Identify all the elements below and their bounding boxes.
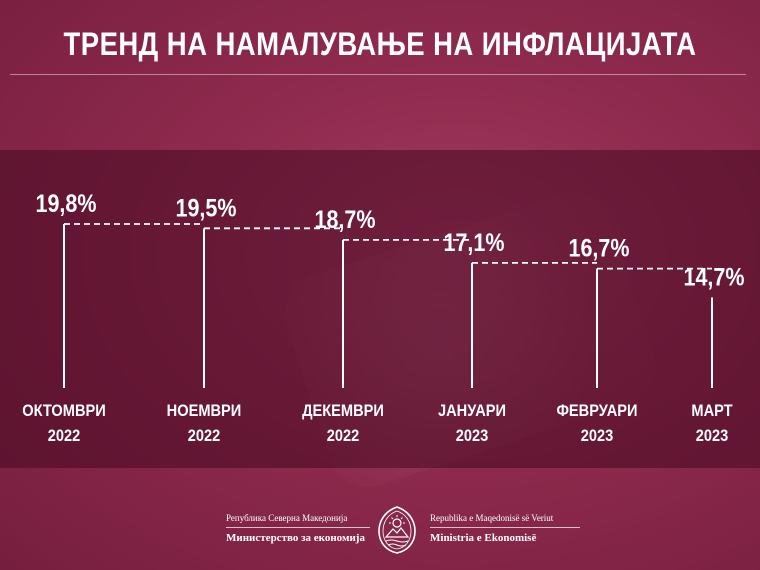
title-divider xyxy=(10,74,746,75)
chart-band xyxy=(0,150,760,468)
category-month-label: НОЕМВРИ xyxy=(167,402,242,420)
category-month-label: ОКТОМВРИ xyxy=(22,402,106,420)
value-label: 14,7% xyxy=(684,263,745,291)
category-year-label: 2022 xyxy=(327,427,360,445)
category-year-label: 2023 xyxy=(696,427,729,445)
category-month-label: ЈАНУАРИ xyxy=(438,402,506,420)
category-month-label: МАРТ xyxy=(691,402,732,420)
category-year-label: 2022 xyxy=(188,427,221,445)
value-label: 16,7% xyxy=(569,234,630,262)
footer-country-mk: Република Северна Македонија xyxy=(226,513,348,523)
value-label: 19,5% xyxy=(176,194,237,222)
value-label: 18,7% xyxy=(315,205,376,233)
footer-left-divider xyxy=(226,527,370,528)
footer-left-block: Република Северна Македонија Министерств… xyxy=(226,512,370,545)
footer-ministry-al: Ministria e Ekonomisë xyxy=(430,532,537,544)
category-year-label: 2023 xyxy=(581,427,614,445)
category-year-label: 2023 xyxy=(456,427,489,445)
category-month-label: ДЕКЕМВРИ xyxy=(302,402,384,420)
value-label: 17,1% xyxy=(444,228,505,256)
footer-right-divider xyxy=(430,527,580,528)
value-label: 19,8% xyxy=(36,189,97,217)
footer-country-al: Republika e Maqedonisë së Veriut xyxy=(430,513,554,523)
category-year-label: 2022 xyxy=(48,427,81,445)
page-title: ТРЕНД НА НАМАЛУВАЊЕ НА ИНФЛАЦИЈАТА xyxy=(63,26,697,62)
ministry-footer: Република Северна Македонија Министерств… xyxy=(0,500,760,560)
category-month-label: ФЕВРУАРИ xyxy=(556,402,637,420)
coat-of-arms-icon xyxy=(378,506,416,554)
footer-ministry-mk: Министерство за економија xyxy=(226,532,365,544)
footer-right-block: Republika e Maqedonisë së Veriut Ministr… xyxy=(430,512,580,545)
